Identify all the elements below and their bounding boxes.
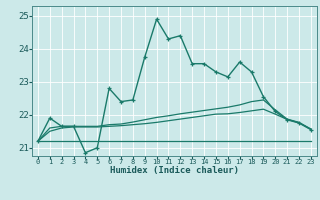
X-axis label: Humidex (Indice chaleur): Humidex (Indice chaleur) bbox=[110, 166, 239, 175]
